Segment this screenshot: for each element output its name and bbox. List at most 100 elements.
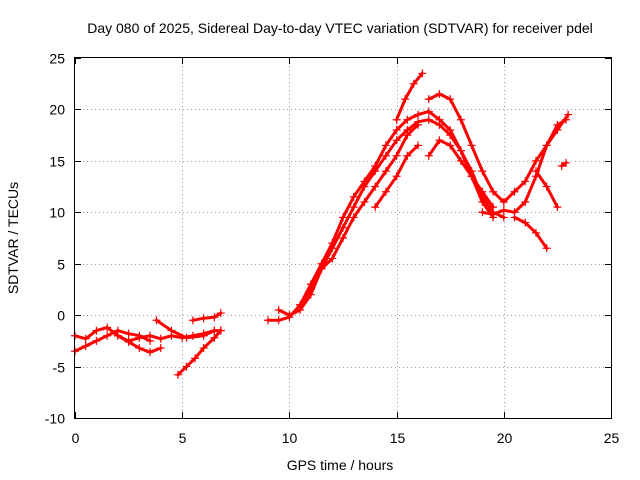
data-point	[274, 316, 283, 325]
series-arc-4	[152, 316, 219, 342]
x-tick-label: 25	[604, 430, 620, 446]
data-point	[521, 198, 530, 206]
y-tick-label: 10	[49, 205, 65, 221]
data-point	[424, 107, 433, 116]
data-point	[339, 223, 347, 232]
data-point	[392, 151, 401, 160]
data-point	[360, 198, 369, 206]
y-tick-label: 0	[57, 308, 65, 324]
data-point	[467, 172, 476, 181]
data-point	[274, 306, 283, 314]
data-point	[542, 141, 551, 150]
data-point	[414, 110, 423, 119]
plot-frame	[74, 57, 612, 419]
series-arc-5	[173, 326, 225, 379]
data-point	[381, 187, 390, 196]
data-point	[564, 110, 573, 119]
data-point	[156, 334, 165, 343]
data-point	[478, 167, 487, 176]
data-point	[371, 203, 380, 212]
axis-ticks	[75, 58, 612, 419]
x-tick-label: 10	[282, 430, 298, 446]
data-point	[403, 131, 412, 140]
data-point	[531, 228, 540, 237]
data-point	[456, 115, 465, 124]
data-point	[199, 314, 208, 323]
data-point	[156, 344, 165, 353]
series-arc-13	[424, 136, 498, 212]
y-tick-label: -10	[45, 411, 65, 427]
data-point	[392, 115, 401, 124]
x-tick-label: 0	[72, 430, 80, 446]
data-series	[71, 69, 573, 379]
data-point	[381, 151, 390, 160]
series-arc-17	[557, 158, 570, 170]
data-point	[81, 334, 90, 343]
chart-title: Day 080 of 2025, Sidereal Day-to-day VTE…	[87, 20, 593, 36]
data-point	[424, 151, 433, 160]
data-point	[561, 115, 570, 124]
data-point	[210, 333, 219, 342]
data-point	[339, 234, 347, 242]
data-point	[392, 136, 401, 145]
data-point	[403, 151, 412, 160]
x-tick-label: 15	[390, 430, 406, 446]
data-point	[409, 79, 418, 88]
data-point	[263, 316, 272, 325]
data-point	[499, 206, 508, 215]
series-arc-10	[392, 69, 427, 124]
data-point	[216, 309, 225, 318]
data-point	[489, 210, 498, 219]
y-tick-label: 20	[49, 102, 65, 118]
data-point	[167, 326, 176, 335]
data-point	[317, 264, 326, 273]
data-point	[561, 158, 570, 167]
data-point	[103, 323, 112, 332]
data-point	[81, 342, 90, 350]
data-point	[435, 90, 444, 98]
series-line	[395, 71, 424, 122]
data-point	[371, 182, 380, 191]
data-point	[531, 156, 540, 165]
data-point	[557, 162, 566, 170]
series-line	[513, 215, 549, 250]
data-point	[521, 177, 530, 186]
data-point	[92, 336, 101, 345]
data-point	[285, 311, 294, 320]
series-line	[191, 311, 223, 322]
data-point	[339, 213, 347, 222]
data-point	[418, 69, 427, 78]
data-point	[124, 329, 133, 338]
data-point	[216, 326, 225, 335]
data-point	[424, 95, 433, 104]
data-point	[478, 187, 487, 196]
data-point	[199, 331, 208, 340]
x-tick-label: 5	[179, 430, 187, 446]
data-point	[414, 120, 423, 129]
series-arc-11	[424, 90, 573, 206]
data-point	[424, 115, 433, 124]
data-point	[499, 198, 508, 206]
data-point	[371, 167, 380, 176]
data-point	[152, 316, 161, 325]
data-point	[446, 131, 455, 140]
data-point	[360, 182, 369, 191]
data-point	[381, 167, 390, 176]
data-point	[499, 213, 508, 222]
data-point	[146, 336, 155, 345]
y-tick-label: 15	[49, 154, 65, 170]
series-arc-2	[71, 326, 155, 356]
data-point	[510, 213, 519, 222]
data-point	[92, 326, 101, 335]
data-point	[521, 218, 530, 227]
data-point	[306, 285, 315, 294]
data-point	[349, 192, 358, 201]
series-arc-12	[371, 141, 423, 212]
data-point	[113, 331, 122, 340]
data-point	[392, 172, 401, 181]
data-point	[414, 141, 423, 150]
data-point	[553, 120, 562, 129]
series-line	[176, 329, 223, 377]
y-axis-title: SDTVAR / TECUs	[5, 182, 21, 294]
data-point	[531, 167, 540, 176]
